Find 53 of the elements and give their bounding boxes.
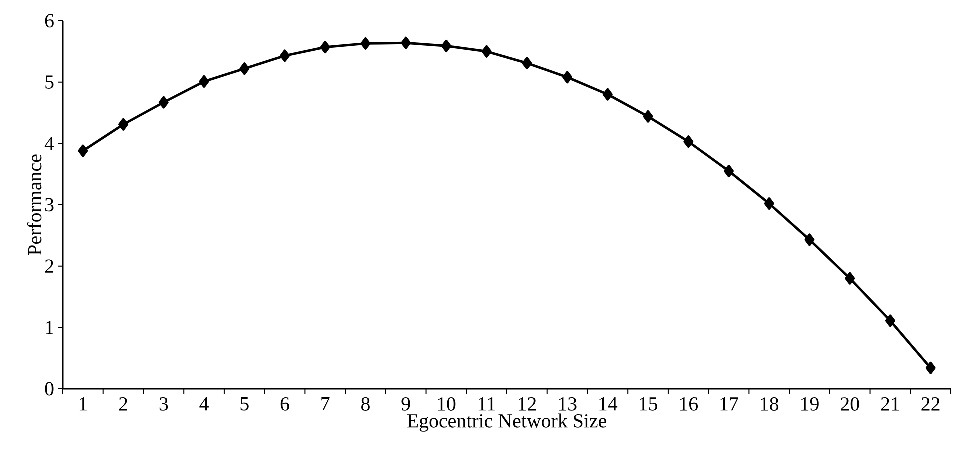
- point: [522, 57, 532, 70]
- y-axis-title: Performance: [27, 154, 42, 256]
- x-tick-label: 3: [160, 398, 168, 411]
- x-tick-label: 7: [322, 398, 330, 411]
- point: [441, 40, 452, 52]
- x-tick-label: 12: [518, 398, 536, 411]
- point: [360, 37, 371, 50]
- x-tick-label: 18: [761, 398, 779, 411]
- point: [78, 144, 88, 158]
- y-tick-label: 4: [44, 137, 54, 150]
- y-tick-label: 2: [45, 260, 54, 273]
- point: [320, 41, 330, 54]
- x-tick-label: 4: [200, 398, 209, 411]
- y-tick-label: 1: [46, 321, 54, 334]
- point: [158, 96, 169, 109]
- x-tick-label: 1: [80, 398, 87, 411]
- y-tick-label: 6: [45, 14, 54, 28]
- point: [804, 234, 815, 246]
- x-tick-label: 22: [922, 398, 940, 411]
- x-tick-label: 9: [402, 398, 410, 411]
- point: [684, 136, 694, 148]
- x-tick-label: 2: [119, 398, 128, 411]
- x-tick-label: 5: [240, 398, 249, 411]
- y-tick-label: 0: [45, 382, 54, 396]
- point: [118, 118, 129, 131]
- point: [401, 36, 412, 50]
- x-tick-label: 21: [881, 398, 900, 411]
- point: [199, 75, 210, 88]
- x-axis-title: Egocentric Network Size: [407, 414, 606, 432]
- point: [482, 45, 492, 58]
- x-tick-label: 13: [559, 398, 577, 411]
- point: [724, 165, 734, 178]
- point: [764, 198, 774, 210]
- point: [643, 110, 654, 123]
- point: [926, 362, 936, 374]
- x-tick-label: 11: [478, 398, 496, 411]
- x-tick-label: 14: [600, 398, 618, 411]
- point: [845, 272, 856, 285]
- x-tick-label: 6: [280, 398, 290, 411]
- x-tick-label: 8: [362, 398, 370, 411]
- y-tick-label: 5: [46, 76, 54, 89]
- point: [885, 314, 896, 328]
- x-tick-label: 20: [841, 398, 860, 411]
- point: [602, 88, 613, 101]
- x-tick-label: 17: [720, 398, 738, 411]
- x-tick-label: 19: [802, 398, 819, 411]
- x-tick-label: 15: [640, 398, 658, 411]
- x-tick-label: 16: [680, 398, 698, 411]
- point: [280, 50, 290, 62]
- y-tick-label: 3: [45, 198, 54, 212]
- point: [562, 71, 573, 84]
- point: [240, 62, 250, 76]
- x-tick-label: 10: [438, 398, 456, 411]
